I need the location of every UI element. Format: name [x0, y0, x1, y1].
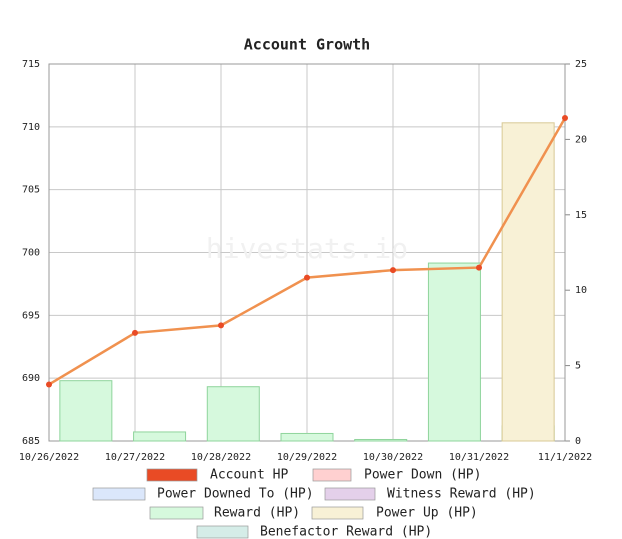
bar	[280, 432, 334, 442]
x-tick-label: 10/27/2022	[105, 452, 165, 463]
y-tick-label: 695	[22, 310, 40, 321]
bar	[59, 380, 113, 442]
y2-tick-label: 10	[575, 285, 587, 296]
legend-swatch	[324, 487, 376, 501]
x-tick-label: 10/29/2022	[277, 452, 337, 463]
y2-tick-label: 0	[575, 436, 581, 447]
y2-tick-label: 5	[575, 361, 581, 372]
legend-label: Benefactor Reward (HP)	[260, 525, 432, 539]
point	[476, 264, 482, 271]
bar	[427, 262, 481, 442]
point	[218, 322, 224, 329]
y-tick-label: 710	[22, 122, 40, 133]
legend-label: Account HP	[210, 468, 288, 483]
bar	[206, 386, 260, 442]
legend-label: Power Down (HP)	[364, 468, 481, 483]
legend-swatch	[196, 525, 249, 539]
bar	[354, 438, 408, 442]
legend-label: Power Up (HP)	[376, 506, 478, 521]
point	[46, 381, 52, 388]
y2-tick-label: 25	[575, 59, 587, 70]
y2-tick-label: 15	[575, 210, 587, 221]
point	[390, 267, 396, 274]
y-tick-label: 685	[22, 436, 40, 447]
watermark: hivestats.io	[206, 232, 408, 265]
legend-swatch	[311, 506, 364, 520]
y-tick-label: 705	[22, 185, 40, 196]
y2-tick-label: 20	[575, 134, 587, 145]
legend-label: Power Downed To (HP)	[157, 487, 314, 502]
legend-swatch	[149, 506, 204, 520]
y-tick-label: 715	[22, 59, 40, 70]
legend-swatch	[312, 468, 352, 482]
x-tick-label: 10/28/2022	[191, 452, 251, 463]
point	[132, 329, 138, 336]
legend-swatch	[92, 487, 146, 501]
point	[304, 274, 310, 281]
bar	[501, 122, 555, 442]
x-tick-label: 10/26/2022	[19, 452, 79, 463]
bar	[133, 431, 187, 442]
legend-swatch	[146, 468, 198, 482]
point	[562, 115, 568, 122]
legend-label: Witness Reward (HP)	[387, 487, 536, 502]
chart-title: Account Growth	[244, 36, 370, 54]
x-tick-label: 11/1/2022	[538, 452, 592, 463]
x-tick-label: 10/31/2022	[449, 452, 509, 463]
x-tick-label: 10/30/2022	[363, 452, 423, 463]
legend-label: Reward (HP)	[214, 506, 300, 521]
y-tick-label: 690	[22, 373, 40, 384]
y-tick-label: 700	[22, 248, 40, 259]
